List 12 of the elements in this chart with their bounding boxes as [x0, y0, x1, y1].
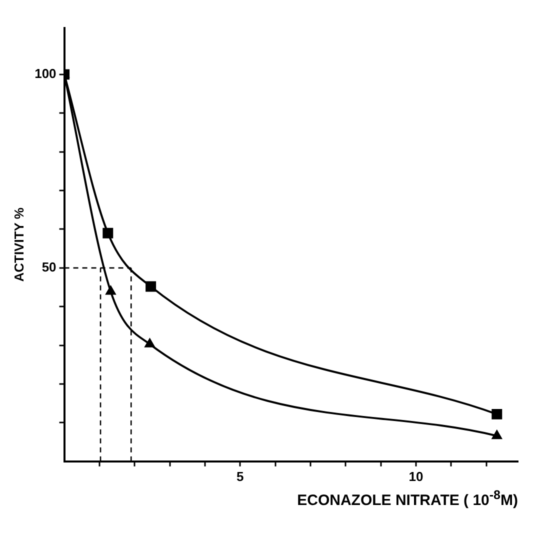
- y-tick-label: 50: [42, 259, 56, 274]
- point: [146, 281, 156, 292]
- point: [492, 408, 502, 420]
- x-tick-label: 5: [236, 468, 244, 484]
- y-tick-label: 100: [34, 66, 56, 82]
- y-axis-title: ACTIVITY %: [11, 207, 26, 282]
- x-tick-label: 10: [408, 468, 424, 484]
- x-axis-title: ECONAZOLE NITRATE ( 10$^{-8}$M): [296, 488, 519, 509]
- point: [102, 228, 114, 238]
- point: [144, 338, 155, 348]
- point: [106, 286, 116, 295]
- point: [492, 430, 502, 440]
